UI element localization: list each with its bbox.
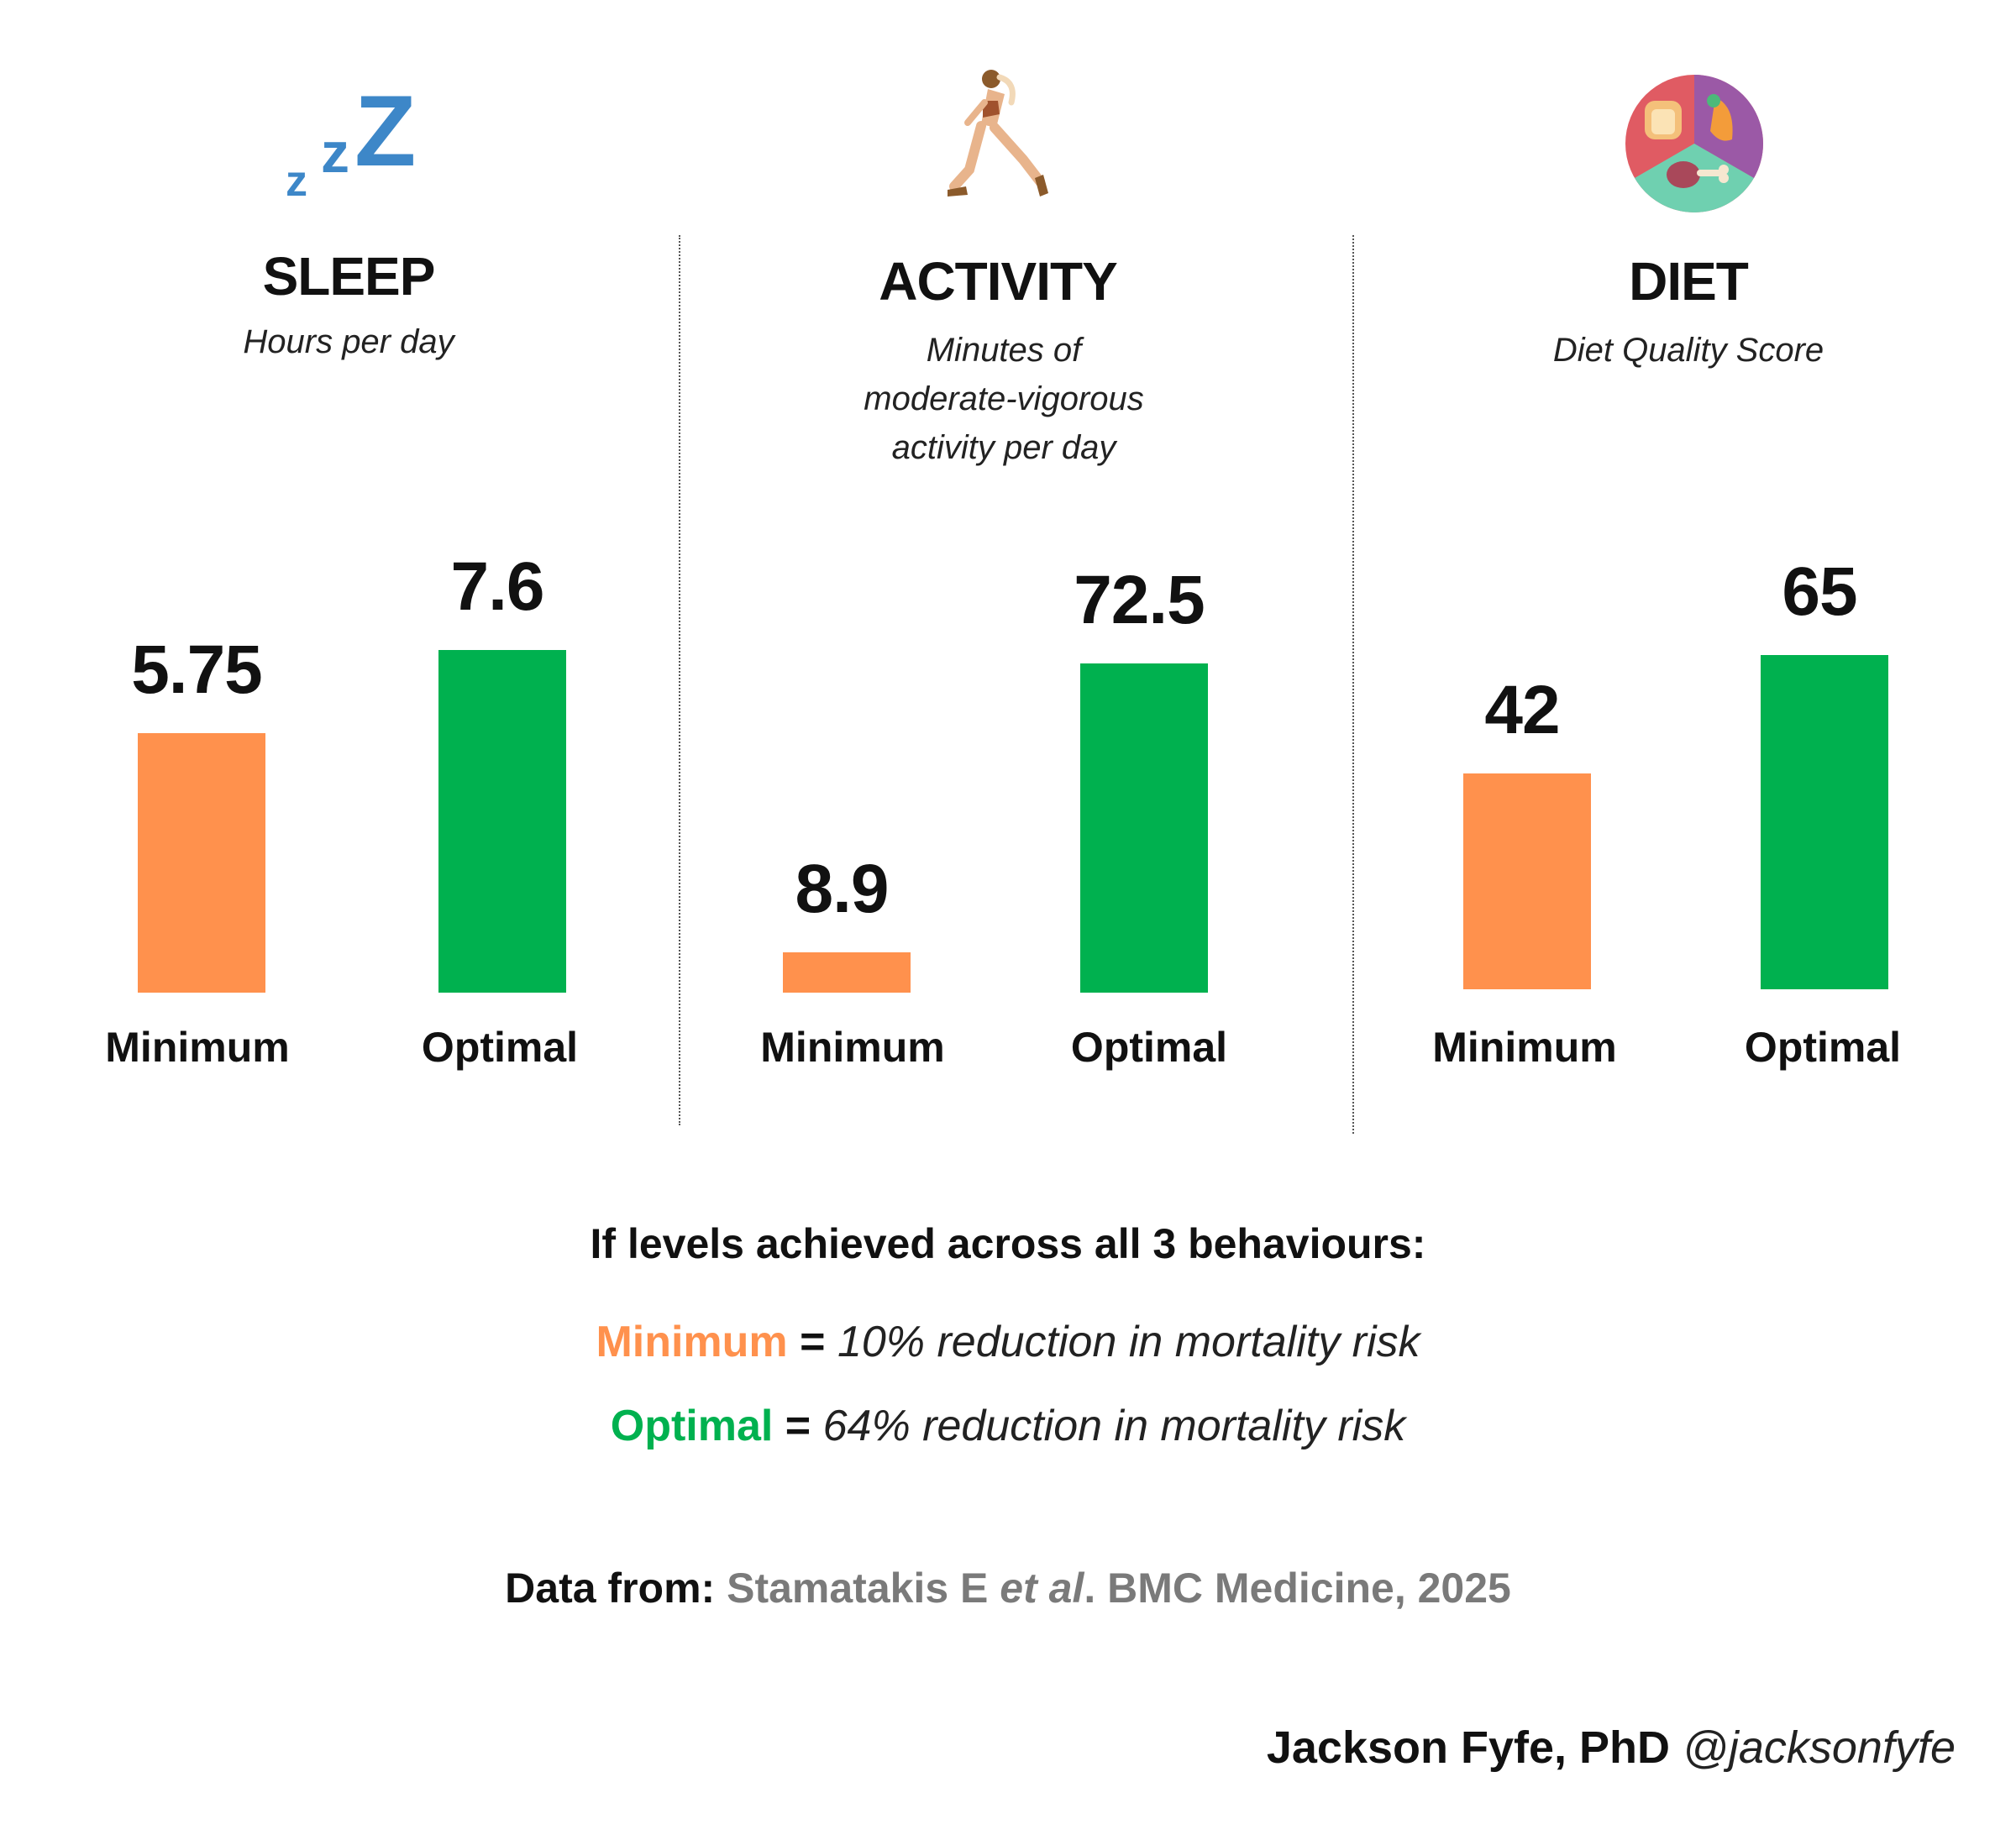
diet-optimal-value: 65: [1782, 553, 1857, 630]
diet-subtitle: Diet Quality Score: [1552, 332, 1824, 369]
activity-subtitle-line-2: moderate-vigorous: [864, 380, 1144, 417]
sleep-minimum-value: 5.75: [131, 632, 263, 709]
activity-minimum-value: 8.9: [795, 850, 890, 927]
activity-subtitle: Minutes of moderate-vigorous activity pe…: [710, 326, 1298, 472]
summary-heading: If levels achieved across all 3 behaviou…: [590, 1220, 1426, 1267]
source-rest: . BMC Medicine, 2025: [1084, 1565, 1511, 1612]
diet-title: DIET: [1629, 251, 1749, 312]
summary-minimum-key: Minimum: [596, 1318, 788, 1366]
summary-optimal-text: 64% reduction in mortality risk: [822, 1402, 1406, 1450]
diet-optimal-bar: [1761, 655, 1888, 989]
activity-minimum-label: Minimum: [760, 1024, 945, 1071]
divider-right: [1352, 235, 1354, 1134]
summary-minimum-equals: =: [800, 1318, 826, 1366]
source-author: Stamatakis E: [727, 1565, 989, 1612]
summary-optimal-line: Optimal = 64% reduction in mortality ris…: [0, 1401, 2016, 1451]
svg-text:z: z: [321, 121, 349, 185]
author-credit: Jackson Fyfe, PhD @jacksonfyfe: [1267, 1722, 1956, 1774]
food-plate-icon: [1625, 75, 1763, 212]
sleep-minimum-bar: [138, 733, 265, 993]
svg-text:Z: Z: [354, 75, 416, 187]
data-source: Data from: Stamatakis E et al. BMC Medic…: [0, 1564, 2016, 1612]
activity-title: ACTIVITY: [879, 251, 1118, 312]
author-name: Jackson Fyfe, PhD: [1266, 1722, 1671, 1773]
zzz-sleep-icon: z z Z: [286, 75, 416, 206]
diet-optimal-label: Optimal: [1744, 1024, 1902, 1071]
activity-optimal-value: 72.5: [1074, 562, 1205, 638]
activity-optimal-label: Optimal: [1070, 1024, 1228, 1071]
activity-optimal-bar: [1080, 663, 1208, 993]
sleep-subtitle: Hours per day: [243, 323, 454, 360]
sleep-title: SLEEP: [262, 246, 436, 307]
sleep-optimal-bar: [438, 650, 566, 993]
source-prefix: Data from:: [505, 1565, 716, 1612]
divider-left: [679, 235, 680, 1125]
summary-minimum-text: 10% reduction in mortality risk: [837, 1318, 1420, 1366]
sleep-minimum-label: Minimum: [105, 1024, 290, 1071]
activity-minimum-bar: [783, 951, 911, 993]
activity-subtitle-line-1: Minutes of: [926, 332, 1082, 369]
diet-minimum-label: Minimum: [1432, 1024, 1617, 1071]
activity-subtitle-line-3: activity per day: [891, 429, 1116, 466]
sleep-optimal-label: Optimal: [421, 1024, 579, 1071]
summary-minimum-line: Minimum = 10% reduction in mortality ris…: [0, 1317, 2016, 1367]
source-etal: et al: [1000, 1565, 1084, 1612]
author-handle: @jacksonfyfe: [1683, 1722, 1956, 1773]
summary-optimal-equals: =: [785, 1402, 811, 1450]
summary-optimal-key: Optimal: [610, 1402, 774, 1450]
sleep-optimal-value: 7.6: [450, 548, 545, 625]
diet-minimum-value: 42: [1484, 671, 1560, 748]
svg-text:z: z: [286, 157, 307, 206]
diet-minimum-bar: [1463, 773, 1591, 989]
runner-icon: [948, 70, 1048, 197]
